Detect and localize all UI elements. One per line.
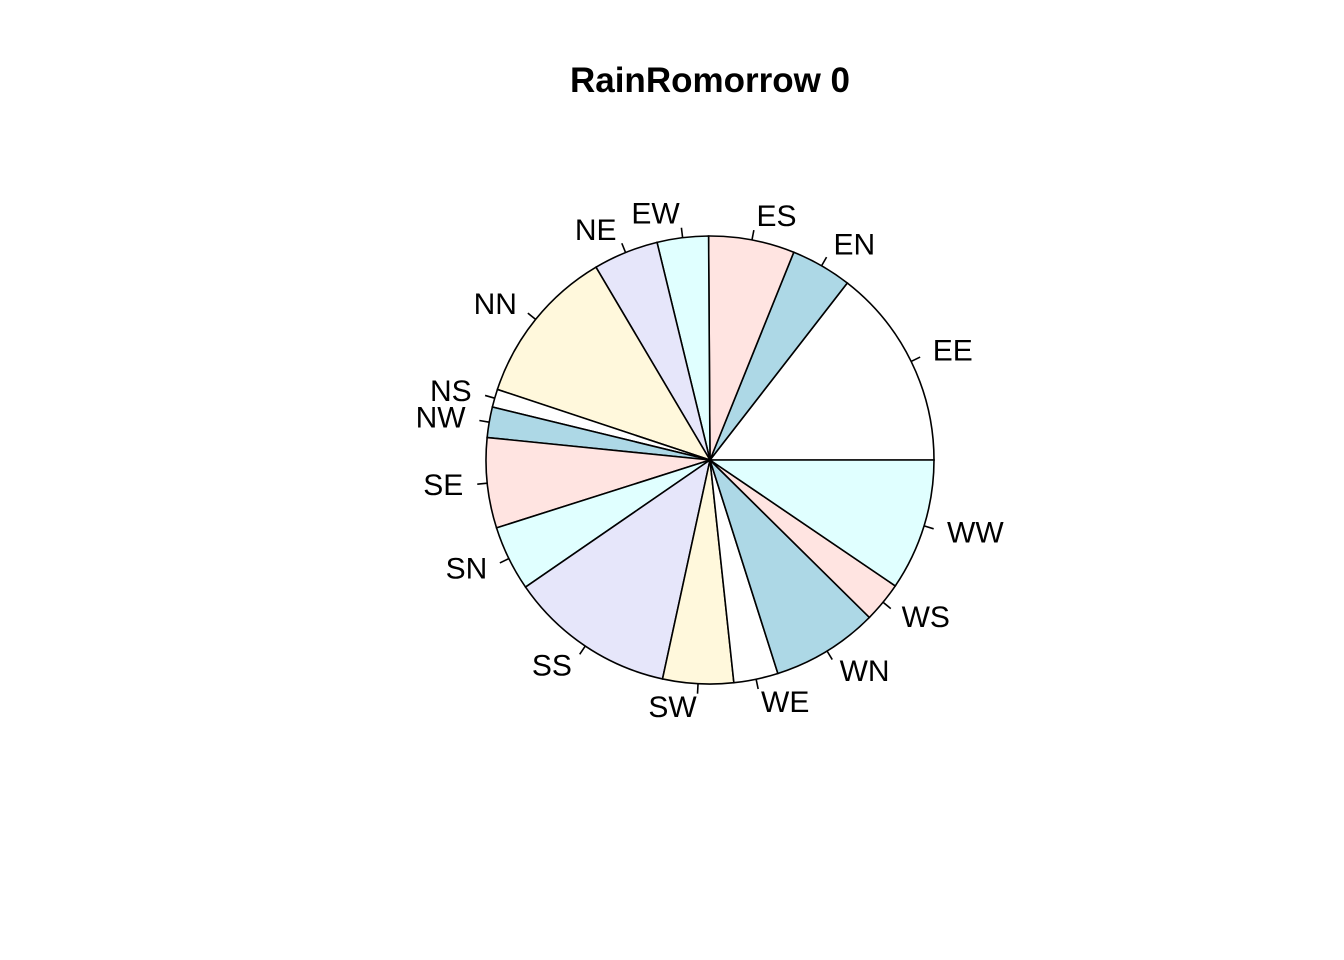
pie-label-we: WE <box>761 686 809 719</box>
label-tick-ns <box>484 394 495 399</box>
label-tick-en <box>820 256 828 267</box>
pie-label-sw: SW <box>648 691 697 724</box>
pie-slice-ee <box>708 281 935 461</box>
label-tick-ew <box>680 227 684 238</box>
label-tick-se <box>477 482 488 486</box>
label-tick-sw <box>696 683 699 694</box>
pie-slice-nn <box>496 266 712 462</box>
pie-label-ss: SS <box>532 649 572 682</box>
pie-label-ew: EW <box>631 197 680 230</box>
pie-label-ee: EE <box>933 334 973 367</box>
pie-label-se: SE <box>423 469 463 502</box>
pie-slice-ww <box>707 459 935 588</box>
pie-label-sn: SN <box>446 553 488 586</box>
pie-label-ws: WS <box>902 601 950 634</box>
pie-label-wn: WN <box>840 655 890 688</box>
chart-title: RainRomorrow 0 <box>570 61 850 100</box>
label-tick-ee <box>910 356 921 363</box>
label-tick-nw <box>479 419 490 423</box>
label-tick-es <box>751 229 755 241</box>
label-tick-nn <box>527 312 537 321</box>
pie-label-en: EN <box>834 228 876 261</box>
pie-label-ne: NE <box>575 214 617 247</box>
label-tick-ww <box>923 525 934 530</box>
label-tick-ss <box>579 645 586 655</box>
label-tick-we <box>755 679 759 690</box>
pie-label-es: ES <box>756 200 796 233</box>
pie-label-nw: NW <box>416 402 467 435</box>
pie-slices <box>485 235 935 685</box>
label-tick-sn <box>499 557 510 564</box>
pie-slice-wn <box>709 459 871 675</box>
label-tick-wn <box>826 650 833 660</box>
label-tick-ws <box>882 601 892 610</box>
pie-label-ticks <box>477 227 934 694</box>
label-tick-ne <box>621 242 627 253</box>
pie-label-ns: NS <box>430 375 472 408</box>
pie-label-ww: WW <box>947 516 1004 549</box>
pie-label-nn: NN <box>474 288 517 321</box>
